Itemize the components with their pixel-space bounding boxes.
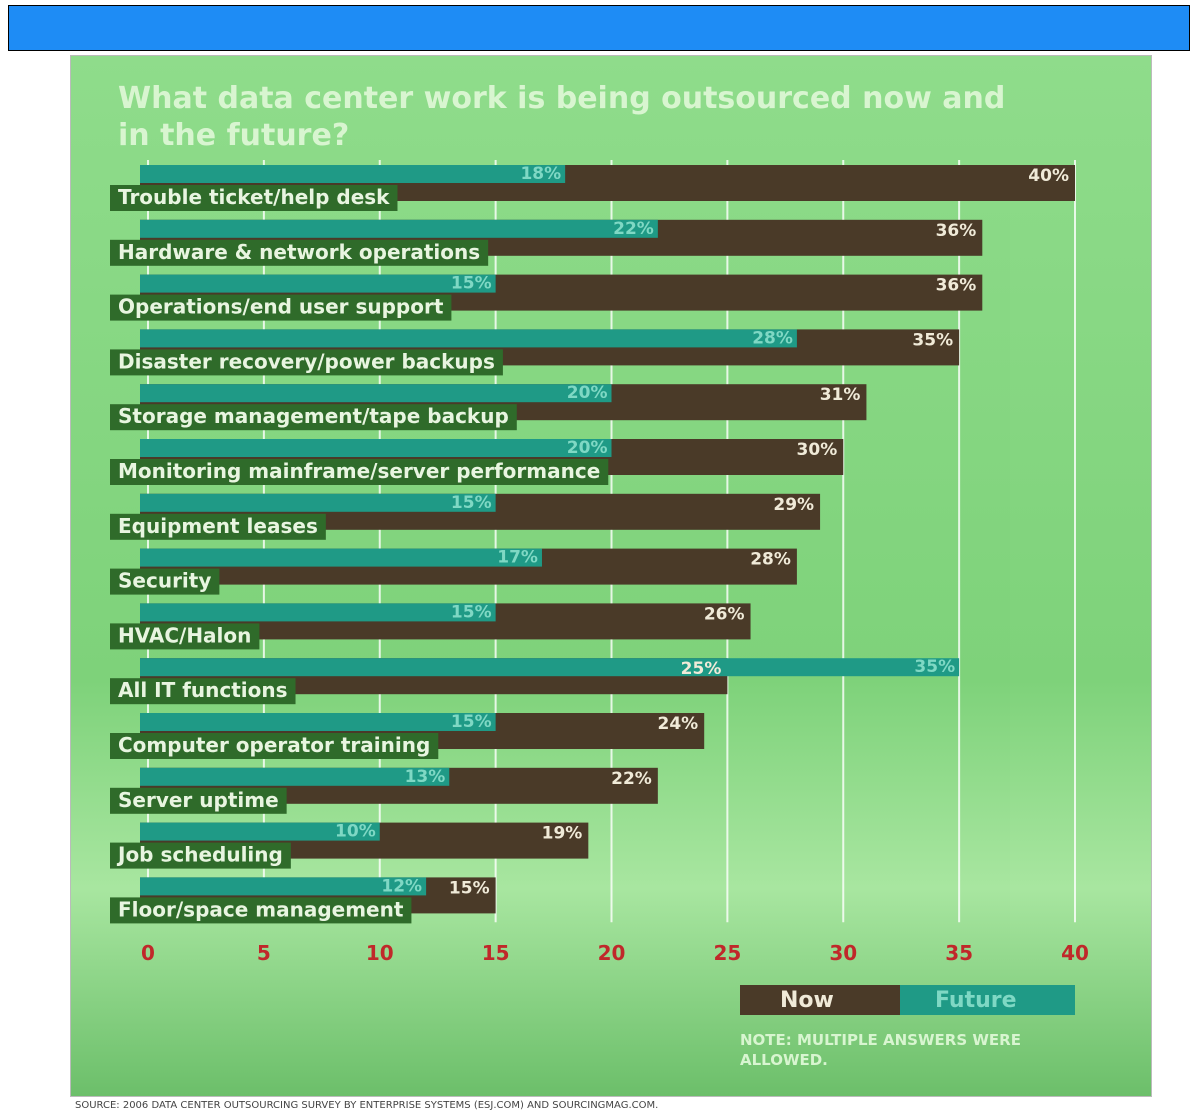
x-tick-label: 35: [945, 941, 973, 965]
category-label-bg: [110, 623, 260, 650]
value-label: 26%: [704, 604, 745, 624]
value-label: 15%: [451, 274, 492, 294]
value-label: 15%: [451, 602, 492, 622]
category-label: Floor/space management: [118, 897, 404, 921]
legend-label: Future: [935, 988, 1017, 1013]
category-label-bg: [110, 349, 503, 376]
category-label-bg: [110, 459, 609, 485]
bar: [140, 274, 496, 293]
category-label: Equipment leases: [118, 514, 318, 538]
bar: [140, 548, 542, 567]
value-label: 25%: [681, 659, 722, 679]
value-label: 36%: [936, 221, 977, 241]
category-label-bg: [110, 185, 398, 211]
category-label: HVAC/Halon: [118, 623, 251, 647]
bar: [140, 713, 496, 731]
chart-title: What data center work is being outsource…: [118, 81, 1006, 153]
legend-label: Now: [780, 988, 834, 1013]
value-label: 24%: [657, 714, 698, 734]
value-label: 15%: [451, 712, 492, 732]
category-label: All IT functions: [118, 678, 288, 702]
value-label: 35%: [914, 657, 955, 677]
bar: [140, 767, 450, 786]
x-tick-label: 20: [598, 941, 626, 965]
value-label: 22%: [613, 219, 654, 239]
category-label: Operations/end user support: [118, 295, 444, 319]
category-label: Computer operator training: [118, 733, 430, 757]
value-label: 18%: [520, 164, 561, 184]
category-label: Disaster recovery/power backups: [118, 349, 495, 373]
value-label: 40%: [1028, 166, 1069, 186]
category-label: Storage management/tape backup: [118, 404, 509, 428]
value-label: 28%: [750, 550, 791, 570]
bar: [140, 493, 496, 512]
x-tick-label: 0: [141, 941, 155, 965]
source: SOURCE: 2006 DATA CENTER OUTSOURCING SUR…: [75, 1100, 659, 1111]
value-label: 15%: [449, 878, 490, 898]
bar: [140, 329, 797, 348]
x-tick-label: 15: [482, 941, 510, 965]
category-label: Job scheduling: [116, 843, 283, 867]
category-label: Server uptime: [118, 788, 279, 812]
category-label-bg: [110, 842, 291, 869]
bar: [140, 603, 496, 622]
value-label: 15%: [451, 493, 492, 513]
legend-swatch: [900, 985, 1075, 1015]
category-label-bg: [110, 568, 220, 595]
value-label: 20%: [567, 383, 608, 403]
value-label: 17%: [497, 548, 538, 568]
x-tick-label: 40: [1061, 941, 1089, 965]
bar: [140, 165, 566, 183]
category-label-bg: [110, 897, 412, 924]
legend-swatch: [740, 985, 900, 1015]
bar: [140, 439, 612, 457]
category-label-bg: [110, 733, 439, 759]
value-label: 35%: [912, 330, 953, 350]
x-tick-label: 30: [829, 941, 857, 965]
value-label: 22%: [611, 769, 652, 789]
value-label: 13%: [405, 767, 446, 787]
x-tick-label: 5: [257, 941, 271, 965]
category-label-bg: [110, 404, 517, 431]
value-label: 31%: [820, 385, 861, 405]
category-label: Hardware & network operations: [118, 240, 480, 264]
bar: [140, 658, 960, 677]
value-label: 10%: [335, 822, 376, 842]
value-label: 36%: [936, 276, 977, 296]
bar: [140, 384, 612, 403]
category-label-bg: [110, 294, 452, 321]
bar: [140, 877, 427, 896]
category-label: Security: [118, 569, 211, 593]
value-label: 28%: [752, 328, 793, 348]
value-label: 20%: [567, 438, 608, 458]
category-label-bg: [110, 787, 287, 814]
bar: [140, 219, 658, 238]
value-label: 30%: [797, 440, 838, 460]
category-label: Trouble ticket/help desk: [118, 185, 390, 209]
note: NOTE: MULTIPLE ANSWERS WERE ALLOWED.: [740, 1031, 1021, 1069]
x-tick-label: 10: [366, 941, 394, 965]
value-label: 29%: [773, 495, 814, 515]
category-label-bg: [110, 513, 326, 540]
category-label: Monitoring mainframe/server performance: [118, 459, 600, 483]
header-bar: [8, 5, 1190, 51]
category-label-bg: [110, 678, 296, 705]
category-label-bg: [110, 239, 489, 266]
value-label: 19%: [542, 824, 583, 844]
value-label: 12%: [381, 876, 422, 896]
bar: [140, 822, 380, 841]
x-tick-label: 25: [713, 941, 741, 965]
